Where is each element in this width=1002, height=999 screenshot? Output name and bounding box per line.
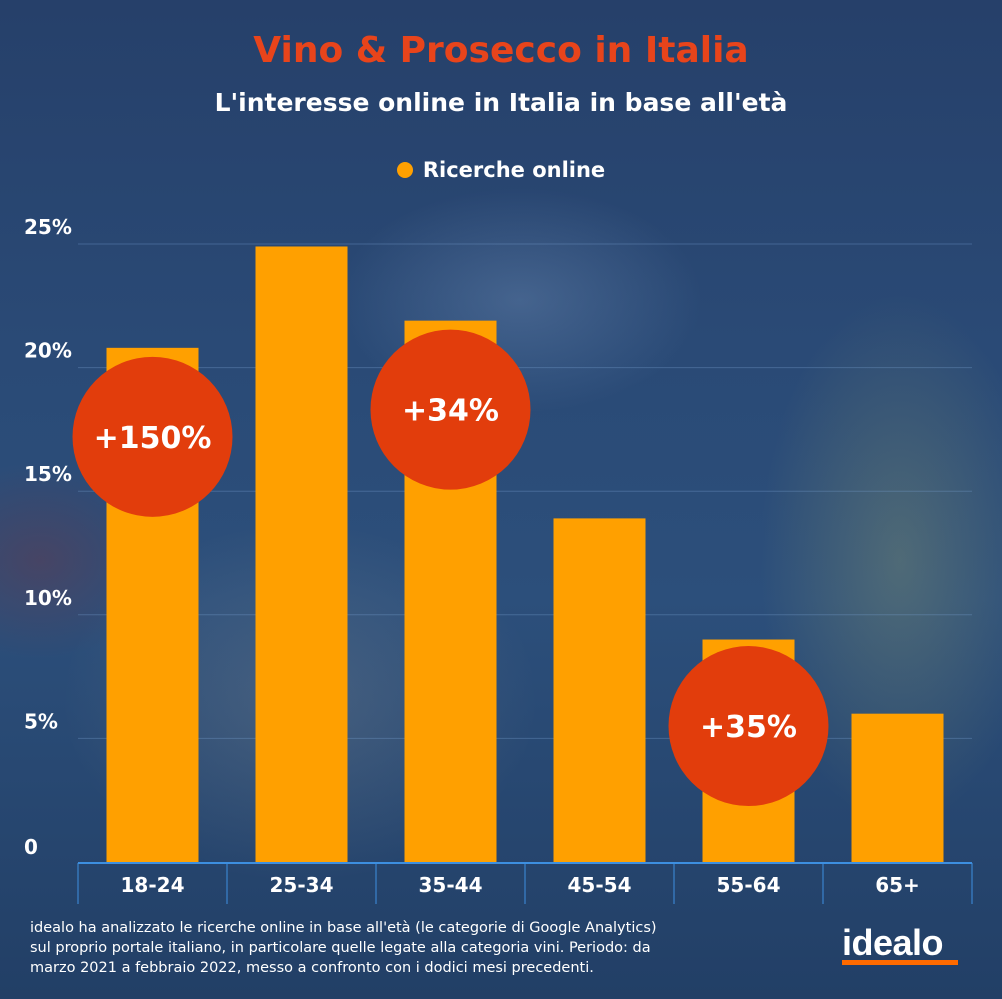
bar-25-34 (255, 246, 348, 863)
legend-swatch (396, 162, 413, 178)
growth-bubble-label: +150% (94, 421, 212, 456)
growth-bubble (668, 646, 829, 807)
chart-legend: Ricerche online (0, 158, 1002, 182)
y-tick-label: 10% (24, 586, 72, 610)
x-tick-label: 45-54 (568, 873, 632, 897)
x-tick-label: 55-64 (717, 873, 781, 897)
growth-bubble-label: +35% (700, 710, 797, 745)
y-tick-label: 0 (24, 835, 38, 859)
growth-bubble (72, 356, 233, 517)
y-tick-label: 20% (24, 339, 72, 363)
x-tick-label: 65+ (875, 873, 920, 897)
chart-title: Vino & Prosecco in Italia (253, 30, 749, 71)
bar-45-54 (553, 518, 646, 862)
y-tick-label: 15% (24, 462, 72, 486)
y-tick-label: 5% (24, 709, 58, 733)
brand-logo: idealo (842, 922, 944, 963)
brand-logo-underline (842, 960, 958, 965)
chart-subtitle: L'interesse online in Italia in base all… (214, 88, 788, 117)
growth-bubble (370, 329, 531, 490)
growth-bubble-label: +34% (402, 394, 499, 429)
bar-65+ (851, 713, 944, 862)
footnote: idealo ha analizzato le ricerche online … (30, 920, 657, 976)
y-tick-label: 25% (24, 215, 72, 239)
x-tick-label: 18-24 (121, 873, 185, 897)
x-tick-label: 35-44 (419, 873, 483, 897)
legend-label: Ricerche online (422, 158, 606, 182)
x-tick-label: 25-34 (270, 873, 334, 897)
